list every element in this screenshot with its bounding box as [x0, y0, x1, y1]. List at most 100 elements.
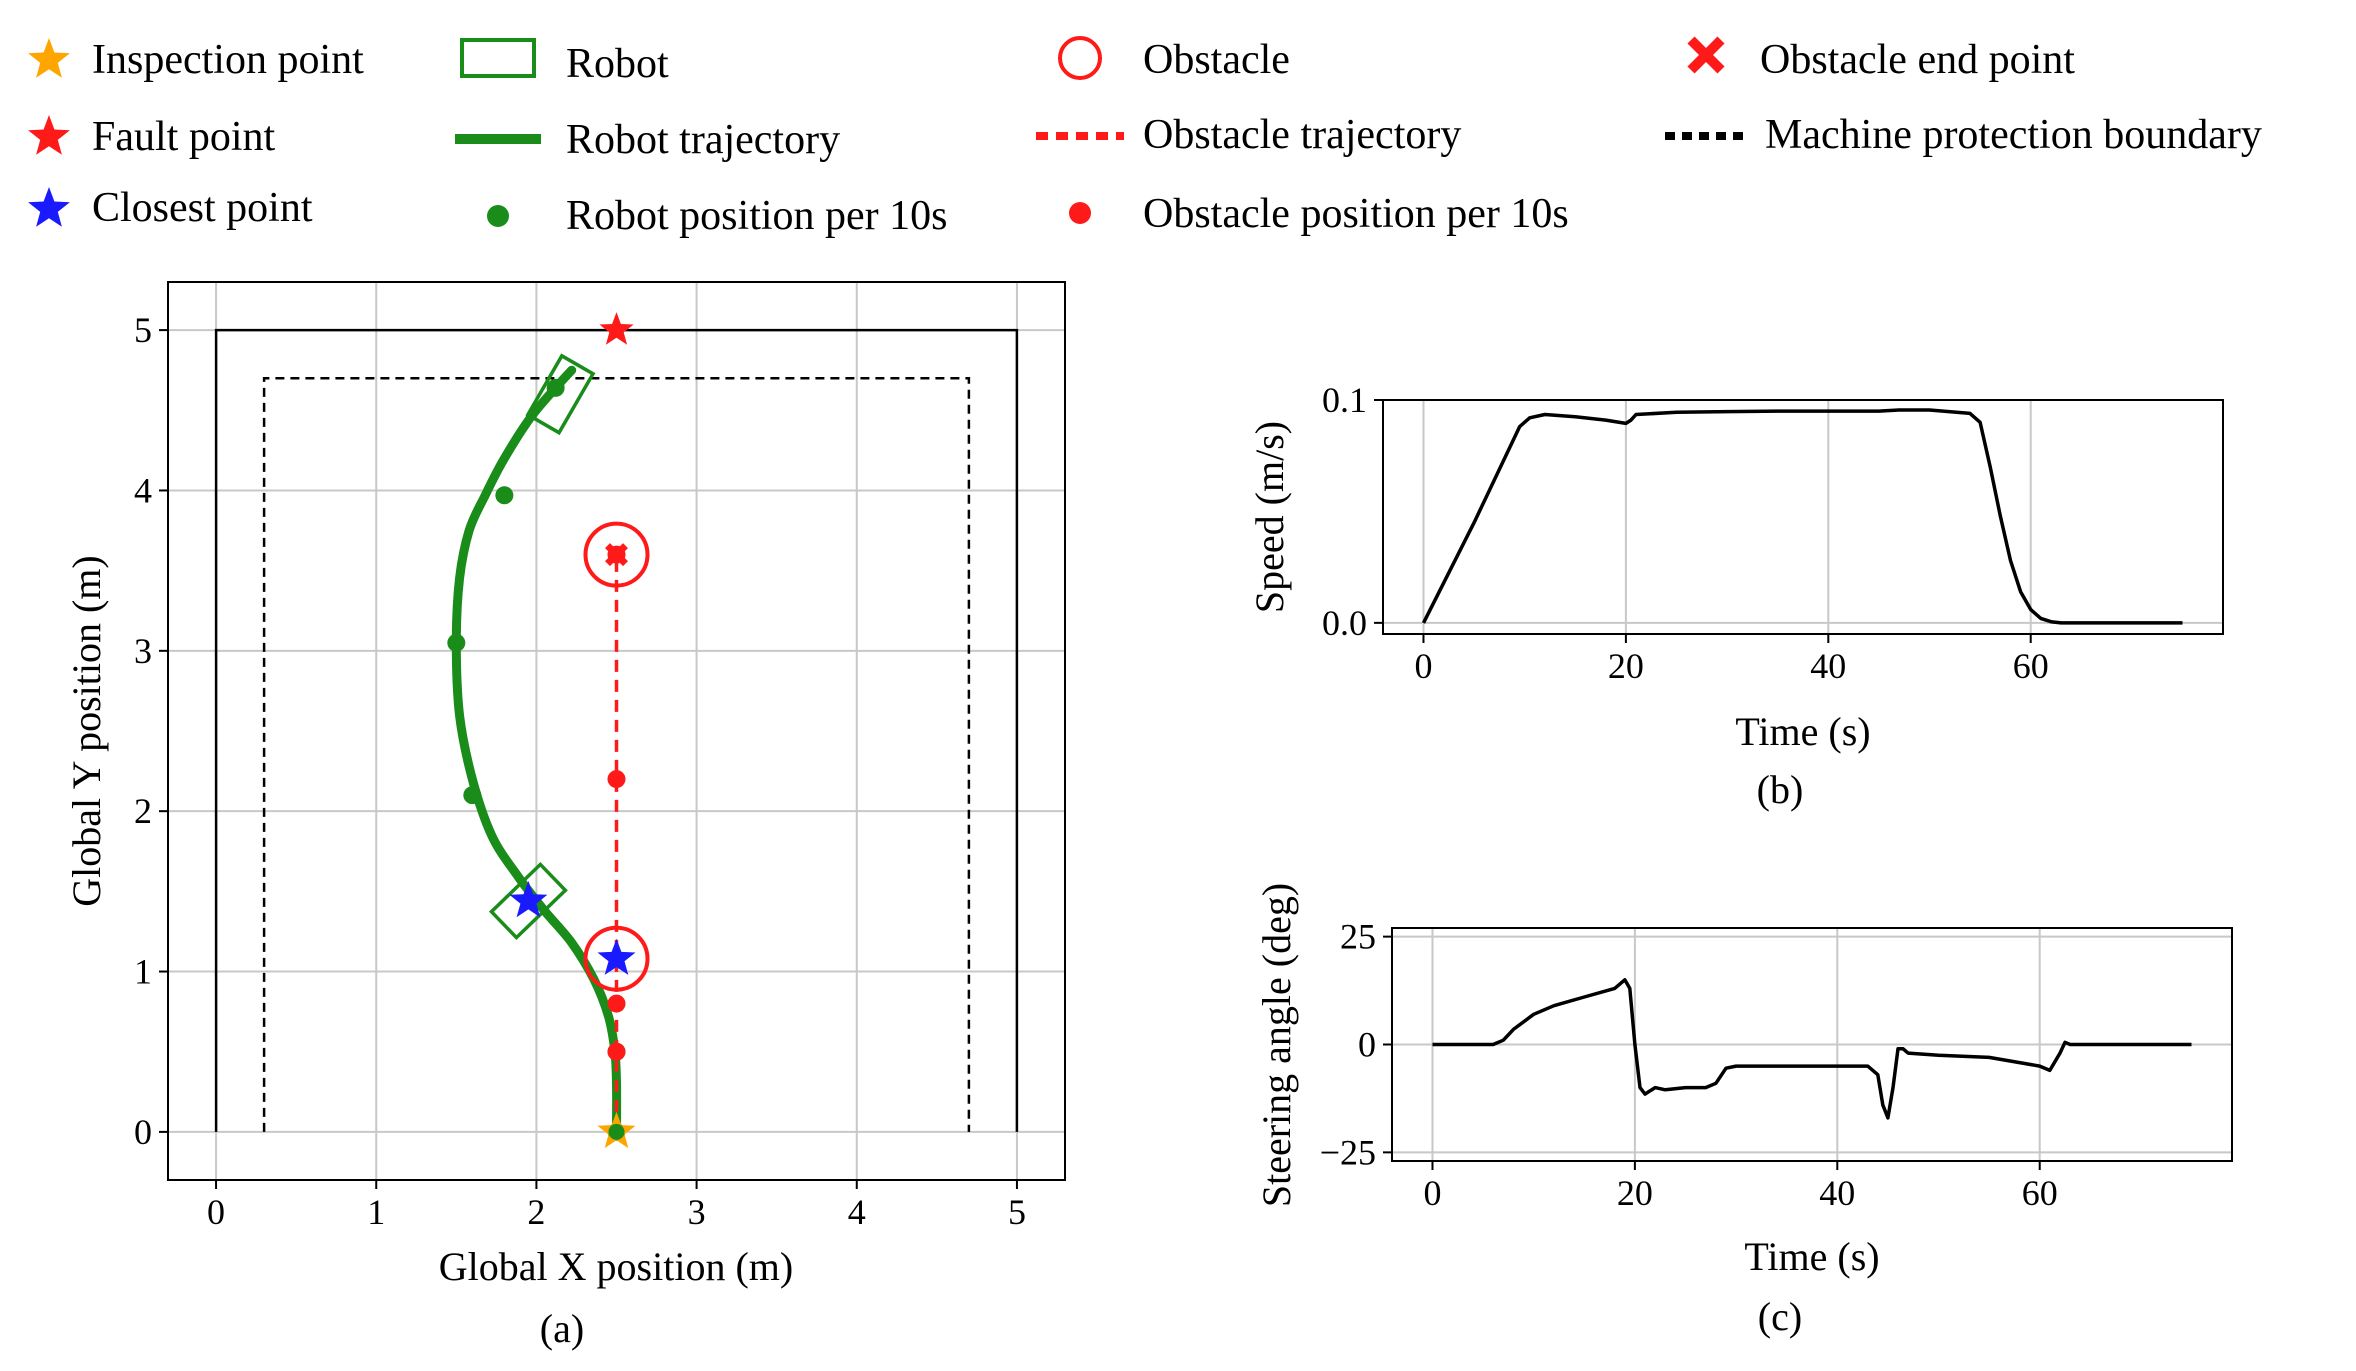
panel-a-xlabel: Global X position (m) [439, 1244, 793, 1289]
robot-position-dot [546, 378, 565, 397]
legend-obstacle-end: Obstacle end point [1687, 36, 2075, 83]
panel-a-ticks: 0 1 2 3 4 5 0 1 2 3 4 5 [134, 310, 1026, 1232]
panel-b-xlabel: Time (s) [1735, 709, 1870, 754]
panel-a-xtick-label: 2 [527, 1192, 545, 1232]
panel-a-xtick-label: 0 [207, 1192, 225, 1232]
legend-obstacle-trajectory: Obstacle trajectory [1036, 112, 1461, 158]
panel-a-ytick-label: 5 [134, 310, 152, 350]
panel-a-frame [167, 281, 1066, 1181]
panel-a-xtick-label: 5 [1008, 1192, 1026, 1232]
closest-point-star [509, 881, 548, 918]
panel-a-ytick-label: 4 [134, 470, 152, 510]
panel-a-xtick-label: 1 [367, 1192, 385, 1232]
panel-a-ytick-label: 0 [134, 1112, 152, 1152]
panel-b-xtick-label: 60 [2013, 646, 2049, 686]
speed-line [1421, 408, 2183, 625]
panel-c-xtick-label: 40 [1819, 1173, 1855, 1213]
panel-b: 0 20 40 60 0.0 0.1 Time (s) Speed (m/s) (b) [1247, 380, 2224, 812]
panel-b-plot [1421, 408, 2183, 625]
panel-a-plot [214, 312, 1019, 1149]
protection-boundary [262, 376, 971, 1132]
legend-fault-label: Fault point [92, 114, 276, 160]
panel-b-ticks: 0 20 40 60 0.0 0.1 [1322, 380, 2049, 686]
legend-boundary-label: Machine protection boundary [1765, 112, 2262, 158]
legend-robot-dot-icon [487, 205, 509, 227]
panel-a-xtick-label: 3 [688, 1192, 706, 1232]
point-markers [509, 312, 636, 1149]
panel-c-plot [1432, 978, 2192, 1120]
panel-c-ytick-label: 0 [1358, 1025, 1376, 1065]
panel-a: 0 1 2 3 4 5 0 1 2 3 4 5 Global X position (m) Globa… [64, 281, 1066, 1351]
legend-inspection-star-icon [28, 38, 70, 78]
legend-robot-position-label: Robot position per 10s [566, 193, 948, 239]
legend-robot-trajectory: Robot trajectory [455, 117, 840, 163]
legend-obstacle-end-label: Obstacle end point [1760, 37, 2075, 83]
panel-c-xlabel: Time (s) [1744, 1234, 1879, 1279]
legend-obstacle-circle-icon [1058, 36, 1102, 80]
panel-b-caption: (b) [1757, 767, 1804, 812]
panel-b-xtick-label: 20 [1608, 646, 1644, 686]
legend-inspection-point: Inspection point [28, 37, 364, 83]
legend-robot-position: Robot position per 10s [487, 193, 948, 239]
obstacle-circles [583, 521, 650, 992]
obstacle-position-dot [607, 994, 626, 1013]
panel-c-ticks: 0 20 40 60 −25 0 25 [1320, 917, 2058, 1213]
panel-a-xtick-label: 4 [848, 1192, 866, 1232]
robot-trajectory [451, 365, 622, 1137]
obstacle-end-marker [605, 543, 628, 567]
legend-closest-point: Closest point [28, 185, 313, 231]
robot-boxes [488, 353, 596, 941]
panel-a-ytick-label: 3 [134, 631, 152, 671]
fault-point-star [599, 312, 634, 345]
obstacle-position-dot [607, 1042, 626, 1061]
panel-b-ytick-label: 0.1 [1322, 380, 1367, 420]
panel-a-ytick-label: 2 [134, 791, 152, 831]
legend-robot-trajectory-label: Robot trajectory [566, 117, 840, 163]
panel-c-xtick-label: 0 [1423, 1173, 1441, 1213]
legend-obstacle-trajectory-label: Obstacle trajectory [1143, 112, 1461, 158]
panel-c: 0 20 40 60 −25 0 25 Time (s) Steering angle (d… [1254, 883, 2233, 1339]
panel-c-ylabel: Steering angle (deg) [1254, 883, 1299, 1207]
robot-position-dot [495, 486, 514, 505]
legend-robot-box-icon [460, 38, 536, 78]
legend-obstacle: Obstacle [1058, 36, 1290, 83]
legend-obstacle-label: Obstacle [1143, 37, 1290, 83]
obstacle-circle [583, 521, 650, 588]
robot-box [488, 861, 568, 941]
obstacle-circle [583, 925, 650, 992]
steering-line [1432, 978, 2192, 1120]
panel-c-xtick-label: 20 [1617, 1173, 1653, 1213]
legend-fault-star-icon [28, 115, 70, 155]
robot-position-dot [463, 786, 482, 805]
legend-closest-label: Closest point [92, 185, 313, 231]
panel-b-frame [1382, 399, 2224, 635]
legend-robot: Robot [460, 38, 669, 87]
legend: Inspection point Fault point Closest poi… [28, 36, 2262, 239]
panel-a-caption: (a) [540, 1306, 584, 1351]
legend-obstacle-position-label: Obstacle position per 10s [1143, 191, 1569, 237]
panel-c-ytick-label: −25 [1320, 1132, 1376, 1172]
legend-obstacle-dot-icon [1069, 202, 1091, 224]
panel-c-ytick-label: 25 [1340, 917, 1376, 957]
panel-b-ytick-label: 0.0 [1322, 603, 1367, 643]
panel-b-xtick-label: 40 [1810, 646, 1846, 686]
legend-obstacle-end-x-icon [1687, 36, 1725, 74]
panel-c-grid [1392, 928, 2232, 1161]
robot-start-dot [608, 1123, 625, 1140]
obstacle-end-stroke [605, 543, 628, 567]
robot-box [525, 353, 596, 436]
panel-a-ytick-label: 1 [134, 952, 152, 992]
closest-point-star [597, 938, 636, 975]
legend-robot-label: Robot [566, 41, 669, 87]
panel-b-grid [1383, 399, 2223, 634]
panel-b-xtick-label: 0 [1414, 646, 1432, 686]
obstacle-position-dot [607, 770, 626, 789]
legend-boundary: Machine protection boundary [1665, 112, 2262, 158]
legend-closest-star-icon [28, 187, 70, 227]
panel-c-caption: (c) [1758, 1294, 1802, 1339]
legend-fault-point: Fault point [28, 114, 276, 160]
legend-inspection-label: Inspection point [92, 37, 364, 83]
legend-obstacle-position: Obstacle position per 10s [1069, 191, 1569, 237]
panel-b-ylabel: Speed (m/s) [1247, 421, 1292, 613]
